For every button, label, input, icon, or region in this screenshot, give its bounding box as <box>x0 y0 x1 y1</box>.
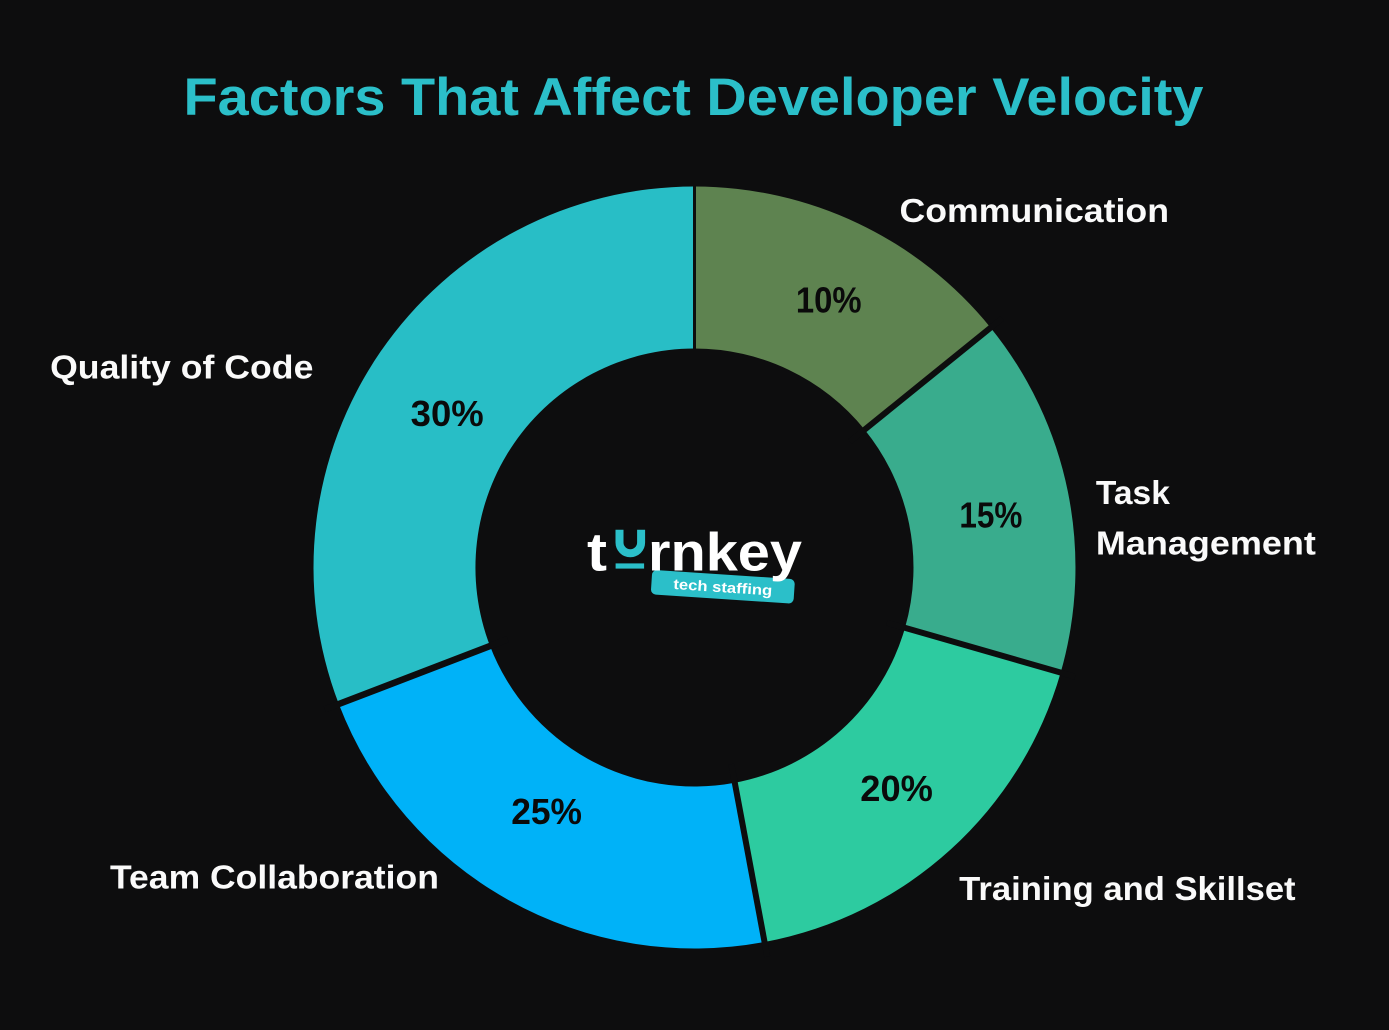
svg-text:Task: Task <box>1096 474 1171 511</box>
svg-text:25%: 25% <box>511 791 582 832</box>
svg-text:10%: 10% <box>796 279 862 320</box>
svg-text:Quality of Code: Quality of Code <box>50 349 313 386</box>
svg-text:Training and Skillset: Training and Skillset <box>959 870 1295 907</box>
svg-text:Factors That Affect Developer: Factors That Affect Developer Velocity <box>184 68 1205 127</box>
svg-text:Team Collaboration: Team Collaboration <box>110 859 439 896</box>
svg-text:Communication: Communication <box>900 192 1170 229</box>
svg-text:30%: 30% <box>411 393 484 434</box>
svg-text:rnkey: rnkey <box>648 522 802 582</box>
svg-text:15%: 15% <box>959 495 1022 536</box>
svg-text:Management: Management <box>1096 525 1316 562</box>
svg-text:t: t <box>587 522 607 582</box>
svg-text:20%: 20% <box>860 768 933 809</box>
svg-text:tech staffing: tech staffing <box>673 577 773 600</box>
